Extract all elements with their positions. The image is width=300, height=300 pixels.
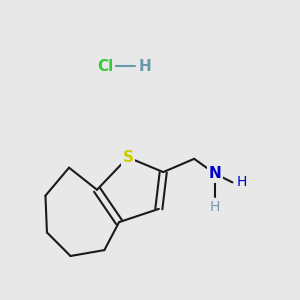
Text: Cl: Cl: [98, 58, 114, 74]
Text: N: N: [208, 166, 221, 181]
Text: H: H: [237, 176, 247, 189]
Text: H: H: [210, 200, 220, 214]
Text: S: S: [122, 150, 134, 165]
Text: H: H: [138, 58, 151, 74]
